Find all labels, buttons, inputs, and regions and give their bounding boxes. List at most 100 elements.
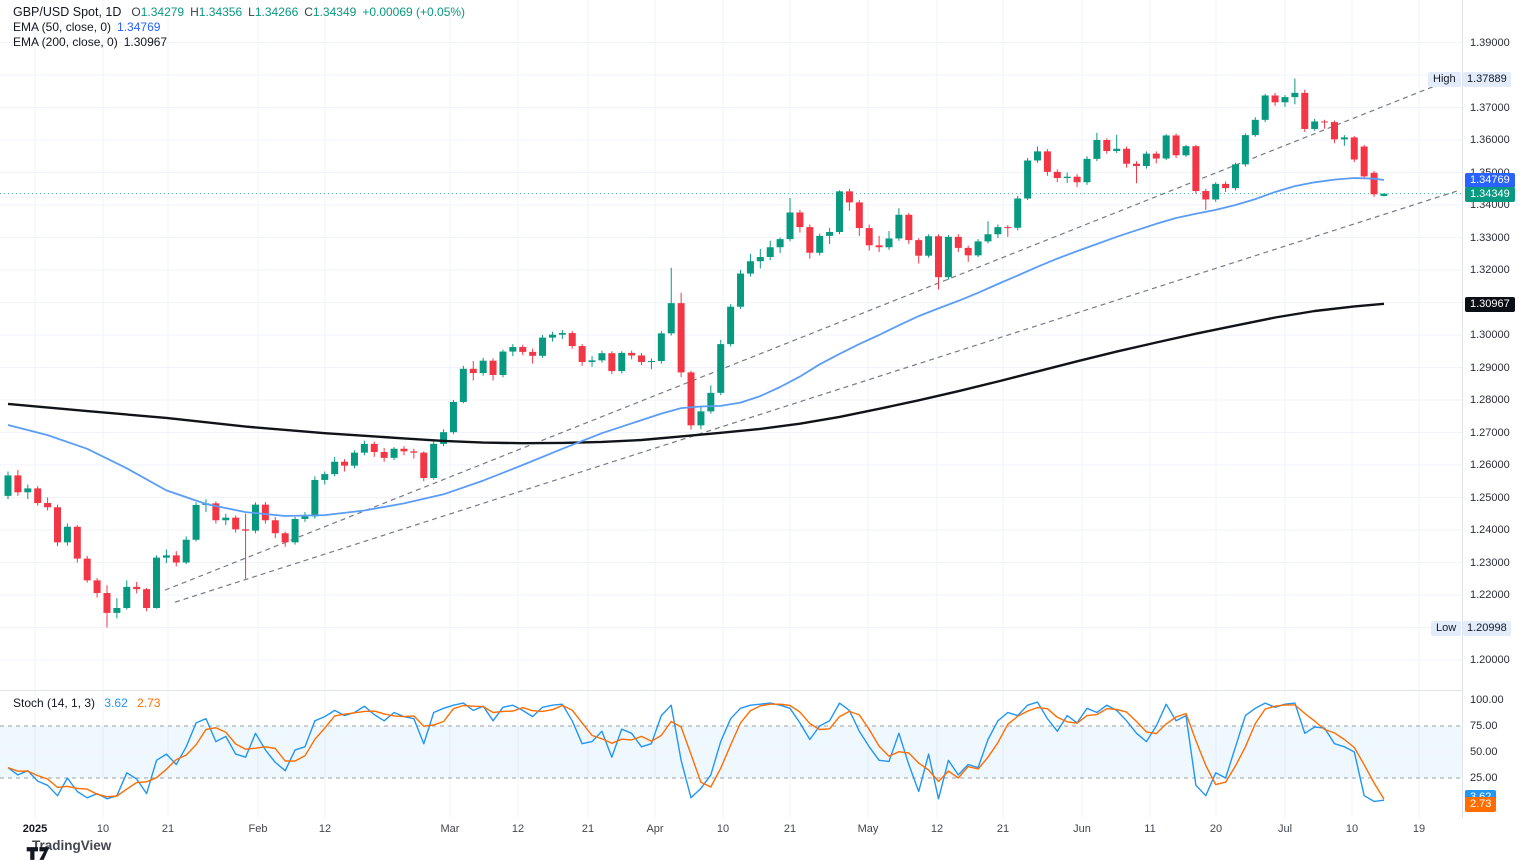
candle-body <box>1093 140 1101 159</box>
ema200-price-badge: 1.30967 <box>1465 296 1515 312</box>
candle-body <box>251 504 259 531</box>
candle-body <box>53 507 61 543</box>
time-axis-label: 12 <box>930 823 944 835</box>
candle-body <box>1330 122 1338 140</box>
stoch-pane[interactable] <box>0 690 1462 818</box>
price-pane[interactable] <box>0 0 1462 690</box>
price-axis-label: 1.29000 <box>1470 361 1510 374</box>
candle-body <box>568 333 576 347</box>
price-axis-label: 1.23000 <box>1470 556 1510 569</box>
candle-body <box>638 355 646 362</box>
candle-body <box>756 257 764 262</box>
stoch-axis-label: 100.00 <box>1470 694 1504 706</box>
candle-body <box>1360 146 1368 177</box>
candle-body <box>192 504 200 540</box>
time-axis-label: 21 <box>581 823 595 835</box>
candle-body <box>152 557 160 608</box>
candle-body <box>1162 135 1170 159</box>
candle-body <box>1291 92 1299 98</box>
time-axis-label: Jul <box>1277 823 1293 835</box>
candle-body <box>1132 163 1140 166</box>
candle-body <box>83 558 91 581</box>
candle-body <box>836 191 844 232</box>
candle-body <box>63 526 71 543</box>
time-axis-label: May <box>857 823 879 835</box>
price-axis-label: 1.34000 <box>1470 199 1510 211</box>
tradingview-logo-text: TradingView <box>32 838 112 853</box>
legend-ema50-row[interactable]: EMA (50, close, 0) 1.34769 <box>13 20 465 35</box>
candle-body <box>1251 119 1259 136</box>
candle-body <box>727 306 735 345</box>
candle-body <box>331 461 339 475</box>
time-axis-label: 12 <box>318 823 332 835</box>
candle-body <box>24 488 32 493</box>
candle-body <box>301 516 309 519</box>
candle-body <box>1182 146 1190 156</box>
candle-body <box>469 368 477 374</box>
candle-body <box>1192 146 1200 192</box>
ohlc-open: O1.34279 <box>131 5 185 19</box>
price-axis-label: 1.30000 <box>1470 329 1510 341</box>
time-axis-label: 20 <box>1209 823 1223 835</box>
pane-separator[interactable] <box>0 690 1536 691</box>
candle-body <box>885 238 893 248</box>
candle-body <box>242 529 250 531</box>
candle-body <box>489 360 497 375</box>
candle-body <box>905 214 913 241</box>
price-axis-label: 1.24000 <box>1470 524 1510 536</box>
candle-body <box>449 401 457 433</box>
candle-body <box>994 227 1002 235</box>
price-axis[interactable]: 1.390001.370001.360001.350001.340001.330… <box>1462 0 1536 818</box>
stoch-axis-label: 25.00 <box>1470 772 1498 784</box>
candle-body <box>1231 164 1239 189</box>
time-axis-label: 11 <box>1144 823 1156 835</box>
candle-body <box>806 227 814 253</box>
candle-body <box>845 191 853 203</box>
price-axis-label: 1.33000 <box>1470 231 1510 244</box>
time-axis[interactable]: 2025 10 21 Feb 12 Mar 12 21 Apr 10 21 May 12 21 Jun 11 2… <box>0 818 1536 840</box>
candle-body <box>1172 135 1180 156</box>
candle-body <box>360 443 368 453</box>
time-axis-label: Apr <box>646 823 664 835</box>
candle-body <box>1063 176 1071 179</box>
legend-ema200-row[interactable]: EMA (200, close, 0) 1.30967 <box>13 35 465 50</box>
stoch-d-value: 2.73 <box>137 696 161 710</box>
candle-body <box>281 533 289 543</box>
last-price-badge: 1.34349 <box>1465 186 1515 202</box>
candle-body <box>548 334 556 338</box>
price-axis-label: 1.36000 <box>1470 134 1510 146</box>
candle-body <box>618 352 626 372</box>
stoch-legend-row[interactable]: Stoch (14, 1, 3) 3.62 2.73 <box>13 696 160 710</box>
candle-body <box>4 475 12 496</box>
candle-body <box>410 451 418 453</box>
low-value-chip: 1.20998 <box>1463 620 1511 636</box>
time-axis-label: 2025 <box>22 823 48 835</box>
ema50-line <box>7 177 1385 517</box>
stoch-axis-label: 75.00 <box>1470 720 1498 732</box>
candle-body <box>291 518 299 543</box>
candle-body <box>558 333 566 335</box>
tradingview-attribution[interactable]: TradingView <box>26 838 112 860</box>
candle-body <box>608 353 616 372</box>
legend-symbol-row[interactable]: GBP/USD Spot, 1D O1.34279 H1.34356 L1.34… <box>13 5 465 20</box>
stoch-k-line <box>7 701 1385 803</box>
stoch-d-badge: 2.73 <box>1465 797 1497 813</box>
symbol-title[interactable]: GBP/USD Spot, 1D <box>13 5 122 19</box>
candle-body <box>974 241 982 256</box>
time-axis-label: Jun <box>1073 823 1091 835</box>
price-axis-label: 1.20000 <box>1470 654 1510 666</box>
ema200-label: EMA (200, close, 0) <box>13 35 118 49</box>
candle-body <box>1043 151 1051 172</box>
time-axis-label: 21 <box>783 823 797 835</box>
ema200-line <box>7 302 1385 445</box>
candle-body <box>479 360 487 374</box>
time-axis-label: 21 <box>161 823 175 835</box>
candle-body <box>875 245 883 248</box>
candle-body <box>390 448 398 458</box>
candle-body <box>915 240 923 256</box>
candle-body <box>707 392 715 412</box>
candle-body <box>133 586 141 590</box>
candle-body <box>1202 191 1210 200</box>
candle-body <box>499 351 507 375</box>
candle-body <box>321 474 329 480</box>
